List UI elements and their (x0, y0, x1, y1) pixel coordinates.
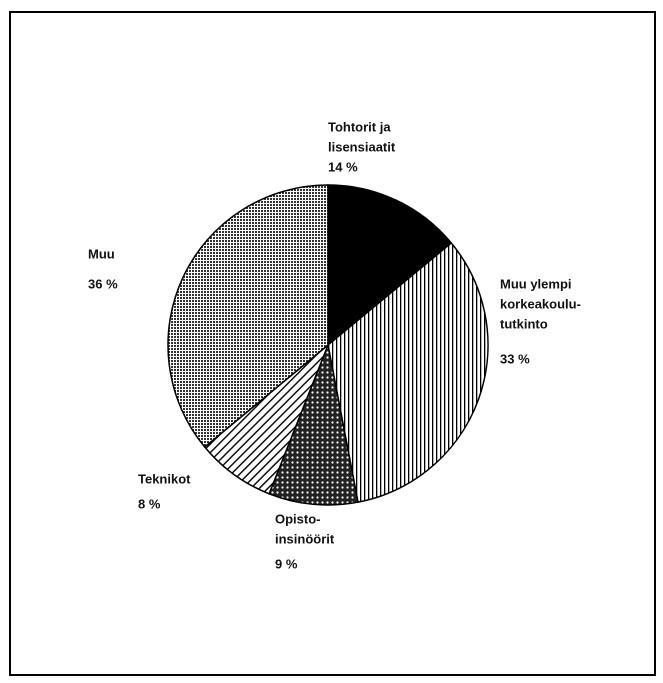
category-label: tutkinto (500, 316, 548, 331)
value-label: 36 % (88, 276, 118, 291)
value-label: 9 % (275, 556, 298, 571)
category-label: lisensiaatit (328, 139, 396, 154)
category-label: Muu ylempi (500, 276, 572, 291)
value-label: 8 % (138, 496, 161, 511)
pie-slice (167, 184, 329, 449)
pie-slice (268, 342, 359, 506)
category-label: Teknikot (138, 471, 191, 486)
category-label: insinöörit (275, 531, 335, 546)
category-label: korkeakoulu- (500, 296, 581, 311)
frame (9, 11, 656, 676)
value-label: 33 % (500, 351, 530, 366)
pie-slice (327, 184, 453, 347)
value-label: 14 % (328, 159, 358, 174)
category-label: Muu (88, 246, 115, 261)
category-label: Opisto- (275, 511, 321, 526)
category-label: Tohtorit ja (328, 119, 391, 134)
pie-slice (327, 241, 489, 504)
